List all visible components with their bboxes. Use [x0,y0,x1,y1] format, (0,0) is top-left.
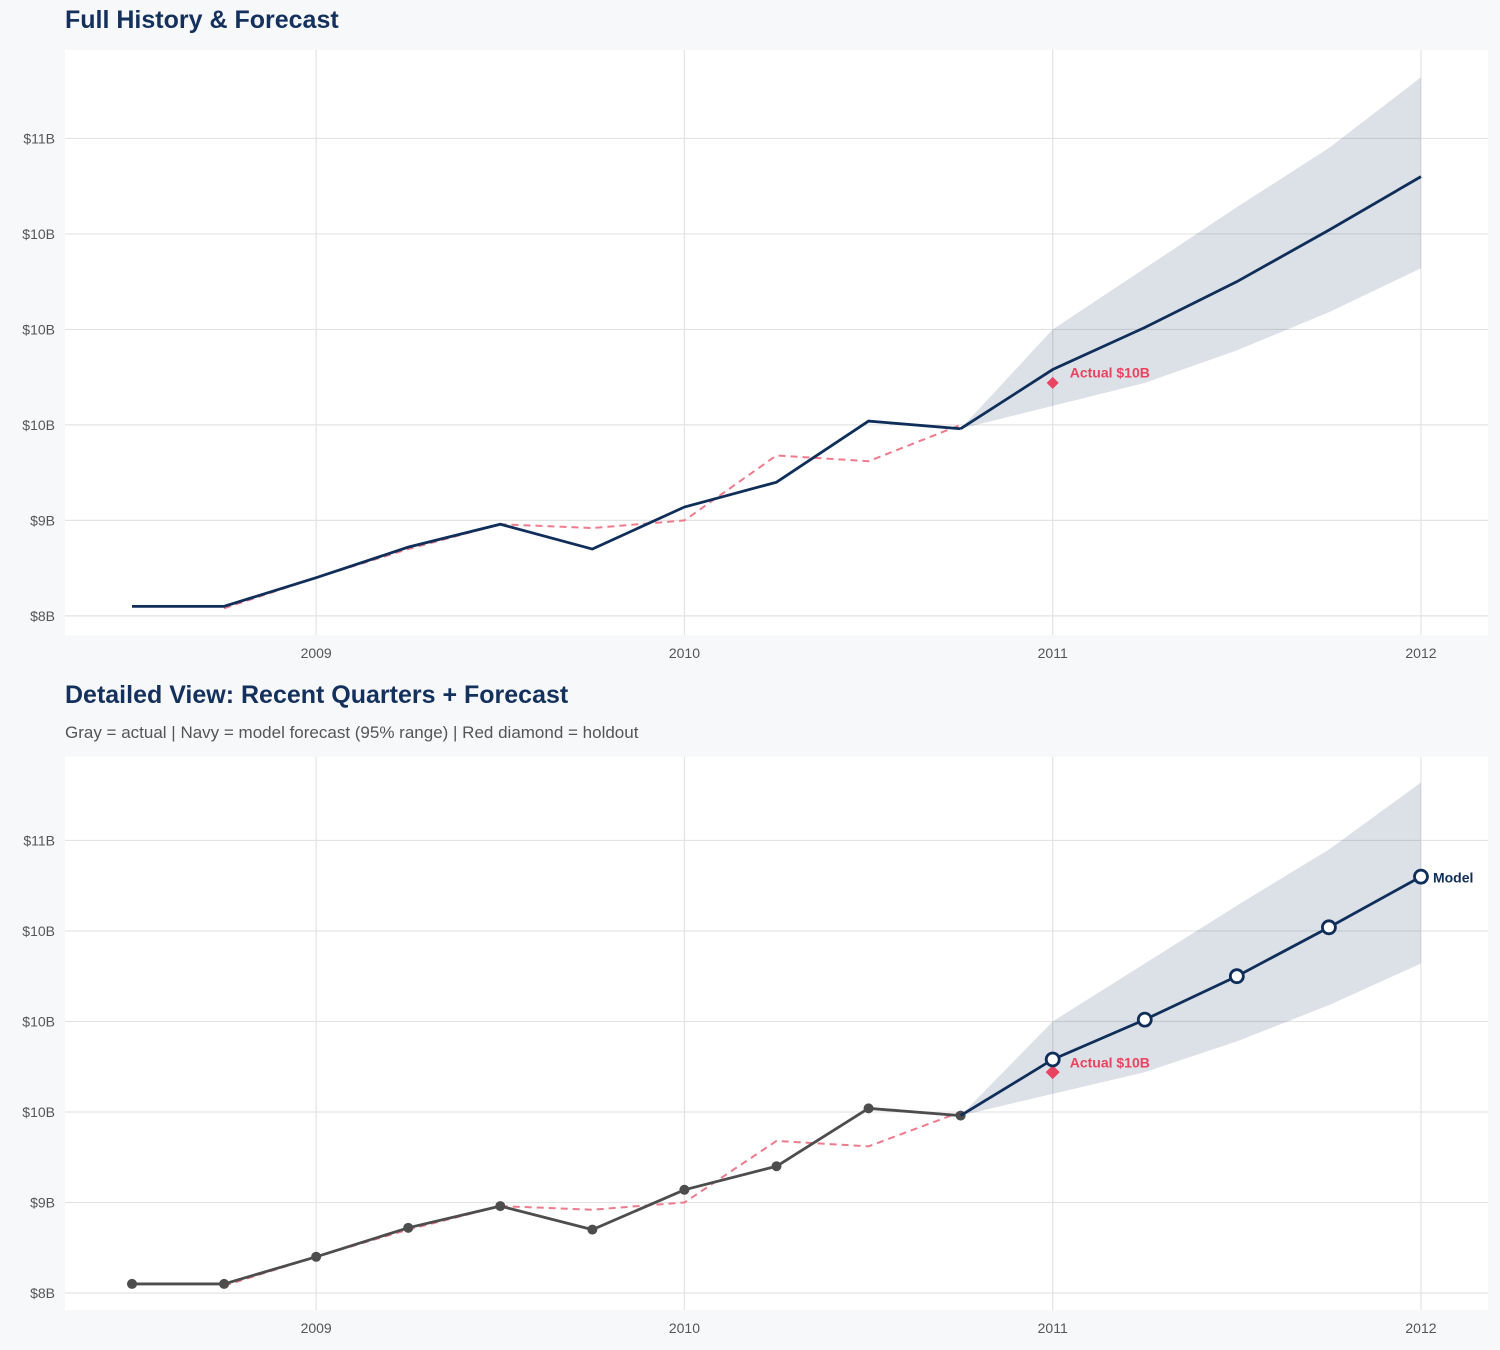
y-tick-label: $10B [22,1104,55,1120]
x-tick-label: 2012 [1405,645,1436,661]
actual-point [679,1184,690,1195]
x-tick-label: 2010 [669,645,700,661]
forecast-point [1413,868,1429,885]
forecast-point [1228,968,1245,985]
holdout-label: Actual $10B [1070,1054,1150,1070]
x-tick-label: 2011 [1038,1320,1068,1336]
x-tick-label: 2012 [1405,1320,1436,1336]
chart-title-full-history: Full History & Forecast [65,6,339,34]
actual-point [771,1161,782,1172]
holdout-diamond [1046,376,1059,389]
y-tick-label: $10B [22,923,55,939]
y-tick-label: $9B [30,1194,55,1210]
actual-line [132,1106,961,1286]
plot-background [65,50,1488,635]
y-tick-label: $11B [23,130,55,146]
forecast-point [1136,1011,1153,1028]
x-tick-label: 2009 [301,645,332,661]
y-tick-label: $8B [30,608,55,624]
x-tick-label: 2011 [1038,645,1068,661]
forecast-line [959,175,1422,430]
forecast-point [1044,1051,1061,1068]
y-tick-label: $10B [22,417,55,433]
chart-subtitle-detailed-view: Gray = actual | Navy = model forecast (9… [65,723,639,742]
forecast-confidence-band [960,77,1421,429]
actual-point [495,1201,506,1212]
y-tick-label: $11B [23,832,55,848]
actual-point [863,1103,874,1114]
y-tick-label: $10B [22,226,55,242]
holdout-label: Actual $10B [1070,365,1150,381]
actual-point [219,1278,230,1289]
chart-panel-0: $8B $9B $10B $10B $10B $11B 2009 2010 2011 2012 Ac… [22,50,1488,661]
actual-point [127,1278,138,1289]
plot-background [65,757,1488,1310]
x-tick-label: 2010 [669,1320,700,1336]
holdout-diamond [1045,1065,1060,1080]
forecast-confidence-band [960,782,1421,1116]
actual-point [587,1224,598,1235]
forecast-end-label: Model [1433,870,1473,886]
y-tick-label: $9B [30,512,55,528]
forecast-line [959,875,1422,1117]
actual-line [132,419,961,608]
x-tick-label: 2009 [301,1320,332,1336]
forecast-point [1321,919,1337,936]
chart-title-detailed-view: Detailed View: Recent Quarters + Forecas… [65,681,569,709]
y-tick-label: $10B [22,321,55,337]
chart-panel-1: $8B $9B $10B $10B $10B $11B 2009 2010 2011 2012 Ac… [22,757,1488,1336]
actual-point [311,1251,322,1262]
actual-point [403,1222,414,1233]
y-tick-label: $8B [30,1285,55,1301]
y-tick-label: $10B [22,1013,55,1029]
